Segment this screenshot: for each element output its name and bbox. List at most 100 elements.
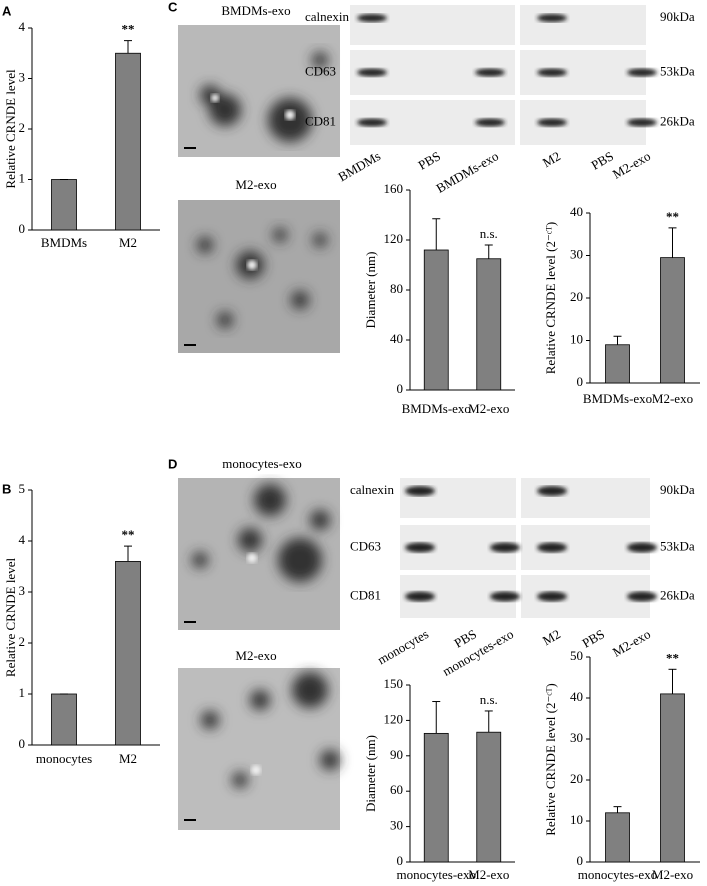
- band: [537, 14, 567, 22]
- micrograph: [178, 478, 340, 630]
- x-tick-label: M2-exo: [468, 867, 509, 882]
- lane-label: M2: [540, 626, 563, 648]
- x-tick-label: monocytes: [36, 751, 92, 766]
- micrograph: [178, 668, 340, 830]
- blot-size-label: 90kDa: [660, 482, 695, 497]
- y-tick-label: 3: [19, 69, 26, 84]
- y-tick-label: 1: [19, 685, 26, 700]
- x-tick-label: monocytes-exo: [578, 867, 657, 882]
- blot-row-label: CD81: [305, 113, 336, 128]
- y-tick-label: 20: [570, 289, 583, 304]
- micrograph: [178, 25, 340, 157]
- micrograph-label: M2-exo: [235, 648, 276, 663]
- y-tick-label: 30: [570, 246, 583, 261]
- y-tick-label: 120: [384, 231, 404, 246]
- x-tick-label: M2-exo: [652, 391, 693, 406]
- x-tick-label: M2: [119, 751, 137, 766]
- annotation: **: [666, 650, 679, 665]
- x-tick-label: M2: [119, 235, 137, 250]
- lane-label: PBS: [415, 148, 443, 173]
- band: [490, 542, 520, 553]
- annotation: **: [122, 22, 135, 37]
- y-tick-label: 4: [19, 19, 26, 34]
- band: [537, 68, 567, 77]
- lane-label: PBS: [579, 626, 607, 651]
- y-tick-label: 50: [570, 648, 583, 663]
- band: [475, 68, 505, 77]
- blot-strip: [520, 5, 646, 45]
- y-axis-label: Relative CRNDE level (2⁻ᶜᵀ): [543, 683, 558, 835]
- lane-label: monocytes-exo: [440, 626, 516, 679]
- band: [357, 68, 387, 77]
- band: [627, 542, 657, 553]
- y-tick-label: 90: [390, 747, 403, 762]
- blot-row-label: CD63: [305, 63, 336, 78]
- band: [537, 591, 567, 602]
- bar: [51, 693, 77, 746]
- band: [537, 486, 567, 496]
- bar: [605, 812, 630, 863]
- y-tick-label: 40: [570, 689, 583, 704]
- blot-size-label: 90kDa: [660, 9, 695, 24]
- y-tick-label: 120: [384, 711, 404, 726]
- blot-size-label: 53kDa: [660, 63, 695, 78]
- y-tick-label: 60: [390, 782, 403, 797]
- y-tick-label: 0: [19, 736, 26, 751]
- micrograph-label: M2-exo: [235, 177, 276, 192]
- blot-row-label: calnexin: [305, 9, 350, 24]
- band: [490, 591, 520, 602]
- blot-strip: [400, 478, 516, 518]
- micrograph-label: monocytes-exo: [222, 456, 301, 471]
- y-tick-label: 40: [570, 204, 583, 219]
- x-tick-label: BMDMs-exo: [402, 401, 471, 416]
- y-tick-label: 0: [19, 221, 26, 236]
- y-axis-label: Relative CRNDE level: [3, 69, 18, 189]
- x-tick-label: BMDMs-exo: [583, 391, 652, 406]
- bar: [51, 179, 77, 231]
- band: [537, 118, 567, 127]
- bar: [660, 693, 685, 863]
- y-tick-label: 10: [570, 331, 583, 346]
- band: [357, 118, 387, 127]
- band: [405, 591, 435, 602]
- y-tick-label: 30: [570, 730, 583, 745]
- blot-row-label: calnexin: [350, 482, 395, 497]
- x-tick-label: BMDMs: [41, 235, 87, 250]
- y-tick-label: 5: [19, 481, 26, 496]
- y-tick-label: 160: [384, 181, 404, 196]
- band: [537, 542, 567, 553]
- bar: [605, 344, 630, 384]
- lane-label: M2-exo: [610, 148, 653, 182]
- bar: [115, 561, 141, 746]
- band: [627, 591, 657, 602]
- y-tick-label: 0: [397, 853, 404, 868]
- y-axis-label: Relative CRNDE level: [3, 558, 18, 678]
- blot-size-label: 26kDa: [660, 587, 695, 602]
- blot-strip: [350, 5, 515, 45]
- band: [627, 118, 657, 127]
- micrograph-label: BMDMs-exo: [221, 3, 290, 18]
- y-axis-label: Relative CRNDE level (2⁻ᶜᵀ): [543, 222, 558, 374]
- y-tick-label: 4: [19, 532, 26, 547]
- x-tick-label: M2-exo: [468, 401, 509, 416]
- y-tick-label: 30: [390, 818, 403, 833]
- band: [405, 486, 435, 496]
- panel-letter: D: [168, 456, 177, 471]
- y-tick-label: 20: [570, 771, 583, 786]
- blot-size-label: 53kDa: [660, 538, 695, 553]
- bar: [423, 249, 449, 391]
- panel-letter: A: [2, 3, 12, 18]
- lane-label: M2: [540, 148, 563, 170]
- blot-strip: [521, 478, 650, 518]
- lane-label: BMDMs: [335, 148, 383, 184]
- y-tick-label: 2: [19, 120, 26, 135]
- annotation: **: [122, 527, 135, 542]
- lane-label: monocytes: [375, 626, 431, 667]
- bar: [115, 52, 141, 231]
- y-axis-label: Diameter (nm): [363, 735, 378, 812]
- band: [357, 14, 387, 22]
- band: [405, 542, 435, 553]
- bar: [660, 257, 685, 384]
- blot-row-label: CD63: [350, 538, 381, 553]
